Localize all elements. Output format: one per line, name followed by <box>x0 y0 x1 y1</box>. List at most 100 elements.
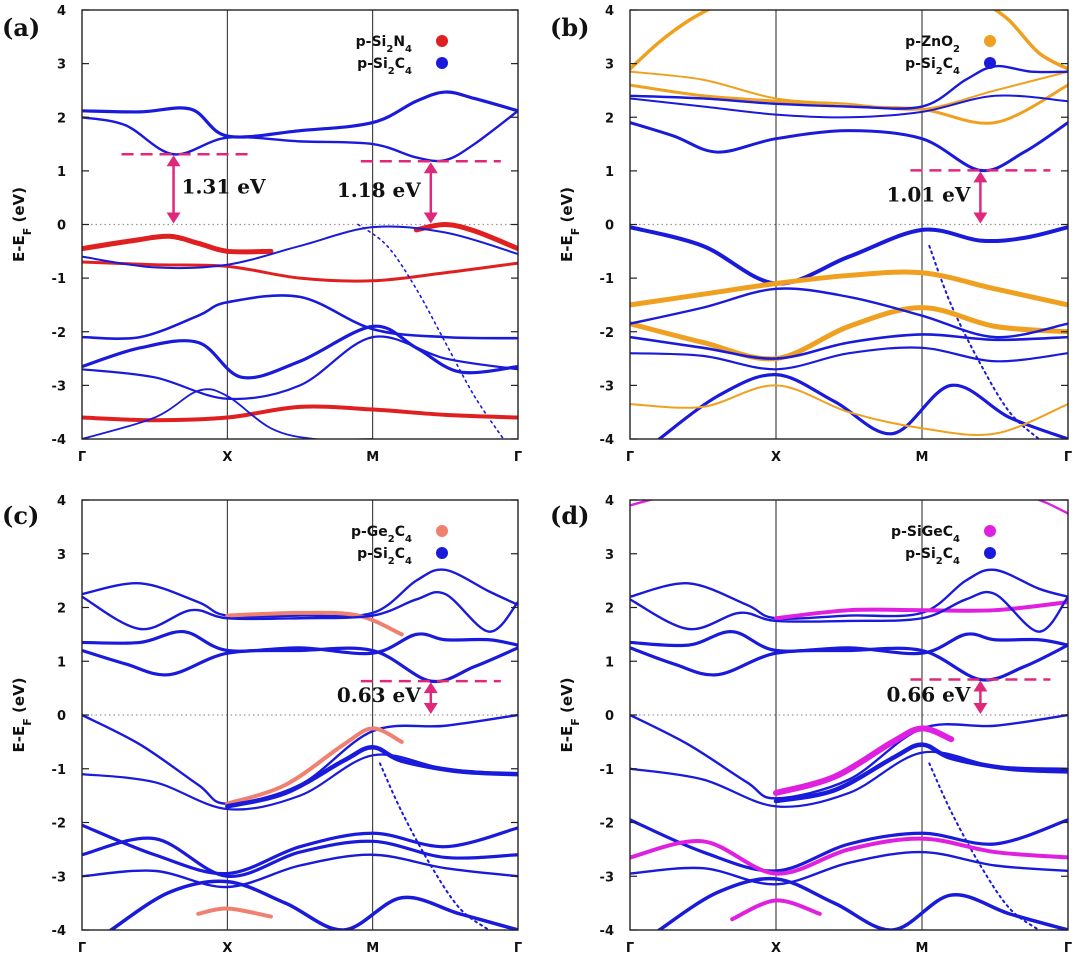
x-tick-label: M <box>916 450 929 465</box>
legend-label: p-ZnO2 <box>905 34 960 55</box>
gap-arrowhead <box>423 682 438 694</box>
band-line <box>630 287 1068 339</box>
gap-arrowhead <box>973 680 988 692</box>
x-tick-label: Γ <box>626 941 634 956</box>
gap-arrowhead <box>423 703 438 714</box>
band-line <box>82 260 518 283</box>
band-line <box>225 726 404 806</box>
y-tick-label: -3 <box>600 870 614 885</box>
band-line <box>657 876 1068 930</box>
y-tick-label: -1 <box>52 763 66 778</box>
x-tick-label: M <box>366 941 379 956</box>
band-line <box>630 64 1068 110</box>
band-line <box>630 818 1068 873</box>
band-line <box>82 568 518 618</box>
band-panel-1: -4 -3 -2 -1 0 1 2 3 4 Γ X M Γ E-EF (eV) (a) p-Si2N4p-Si… <box>2 4 522 465</box>
band-line <box>630 225 1068 286</box>
legend-label: p-Ge2C4 <box>351 524 412 545</box>
band-line <box>774 600 1068 621</box>
x-tick-label: Γ <box>626 450 634 465</box>
legend-marker <box>436 57 448 69</box>
y-axis-label: E-EF (eV) <box>558 187 582 262</box>
y-tick-label: 4 <box>605 4 614 19</box>
band-line <box>82 225 518 270</box>
band-line <box>109 879 518 930</box>
y-tick-label: 0 <box>605 219 614 234</box>
y-tick-label: 4 <box>57 4 66 19</box>
band-line <box>630 713 1068 800</box>
x-tick-label: Γ <box>78 941 86 956</box>
legend-marker <box>436 525 448 537</box>
legend-label: p-Si2C4 <box>357 56 412 77</box>
y-tick-label: 1 <box>605 165 614 180</box>
band-line <box>82 713 518 805</box>
band-line <box>630 121 1068 173</box>
y-tick-label: -1 <box>52 272 66 287</box>
gap-arrowhead <box>973 171 988 183</box>
legend-label: p-SiGeC4 <box>891 524 960 545</box>
band-line <box>413 221 518 252</box>
band-line <box>357 223 505 439</box>
band-line <box>630 94 1068 119</box>
y-axis-label: E-EF (eV) <box>558 678 582 753</box>
gap-arrowhead <box>423 212 438 224</box>
legend-label: p-Si2C4 <box>357 546 412 567</box>
legend-marker <box>984 35 996 47</box>
y-tick-label: -2 <box>600 326 614 341</box>
y-tick-label: 3 <box>57 548 66 563</box>
y-tick-label: 0 <box>605 709 614 724</box>
x-tick-label: M <box>916 941 929 956</box>
band-line <box>82 335 518 401</box>
x-tick-label: Γ <box>78 450 86 465</box>
band-gap-label: 0.66 eV <box>886 682 970 706</box>
band-line <box>1035 500 1068 515</box>
x-tick-label: X <box>222 941 232 956</box>
band-line <box>928 762 1040 930</box>
band-line <box>225 745 518 809</box>
panel-label: (d) <box>550 501 590 530</box>
band-line <box>630 500 654 507</box>
band-gap-label: 1.31 eV <box>182 174 266 198</box>
y-tick-label: 1 <box>57 165 66 180</box>
y-tick-label: 3 <box>605 58 614 73</box>
y-tick-label: 4 <box>57 494 66 509</box>
band-line <box>82 590 518 633</box>
band-line <box>82 404 518 423</box>
band-line <box>657 373 1068 439</box>
y-axis-label: E-EF (eV) <box>10 678 34 753</box>
y-tick-label: -4 <box>52 924 66 939</box>
gap-arrowhead <box>166 155 181 167</box>
y-tick-label: -4 <box>600 924 614 939</box>
legend-marker <box>436 547 448 559</box>
band-line <box>82 90 518 139</box>
band-panel-3: -4 -3 -2 -1 0 1 2 3 4 Γ X M Γ E-EF (eV) (c) p-Ge2C4p-Si… <box>2 494 522 956</box>
band-line <box>630 305 1068 362</box>
legend-marker <box>984 547 996 559</box>
y-axis-label: E-EF (eV) <box>10 187 34 262</box>
legend-marker <box>984 525 996 537</box>
band-line <box>773 725 955 796</box>
y-tick-label: -2 <box>52 326 66 341</box>
x-tick-label: X <box>771 941 781 956</box>
band-line <box>630 750 1068 808</box>
y-tick-label: -4 <box>52 433 66 448</box>
band-line <box>82 109 518 163</box>
y-tick-label: 3 <box>57 58 66 73</box>
x-tick-label: X <box>222 450 232 465</box>
band-line <box>196 906 273 919</box>
gap-arrowhead <box>973 703 988 714</box>
y-tick-label: 4 <box>605 494 614 509</box>
gap-arrowhead <box>973 212 988 224</box>
band-line <box>630 269 1068 308</box>
y-tick-label: 2 <box>605 111 614 126</box>
band-line <box>630 568 1068 620</box>
legend-marker <box>436 35 448 47</box>
y-tick-label: -4 <box>600 433 614 448</box>
band-line <box>82 823 518 876</box>
band-line <box>82 836 518 878</box>
x-tick-label: M <box>366 450 379 465</box>
plot-frame <box>629 9 1069 440</box>
y-tick-label: 2 <box>57 602 66 617</box>
band-line <box>773 742 1068 804</box>
band-gap-label: 1.18 eV <box>337 178 421 202</box>
